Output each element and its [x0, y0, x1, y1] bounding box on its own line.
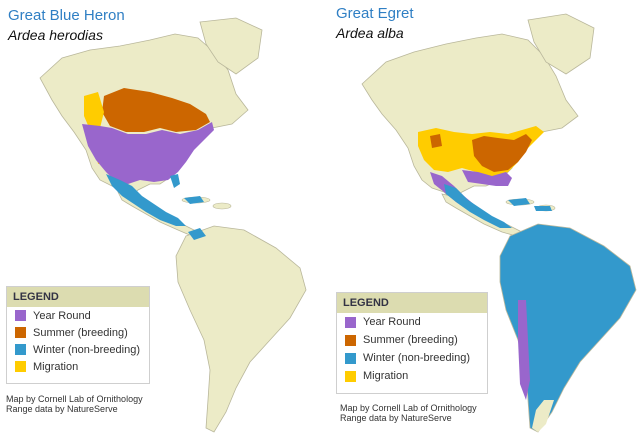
egret-common-name: Great Egret	[336, 5, 414, 22]
winter-swatch	[345, 352, 356, 364]
heron-migration-range	[84, 92, 104, 130]
legend-item-summer: Summer (breeding)	[337, 331, 487, 349]
legend-label: Year Round	[33, 309, 91, 322]
legend-item-summer: Summer (breeding)	[7, 324, 149, 341]
egret-map-credit: Map by Cornell Lab of Ornithology Range …	[340, 403, 477, 423]
legend-item-winter: Winter (non-breeding)	[337, 349, 487, 367]
legend-title: LEGEND	[337, 293, 487, 313]
greenland-land	[199, 17, 263, 75]
egret-year-round-range	[462, 170, 512, 186]
heron-legend: LEGEND Year Round Summer (breeding) Wint…	[6, 286, 150, 384]
heron-map-credit: Map by Cornell Lab of Ornithology Range …	[6, 394, 143, 414]
egret-legend: LEGEND Year Round Summer (breeding) Wint…	[336, 292, 488, 394]
summer-swatch	[345, 334, 356, 346]
heron-winter-range	[106, 174, 186, 226]
egret-species-heading: Great Egret Ardea alba	[336, 4, 414, 43]
heron-range-map-panel: Great Blue Heron Ardea herodias LEGEND Y…	[0, 0, 318, 447]
legend-label: Summer (breeding)	[33, 326, 128, 339]
legend-label: Migration	[363, 370, 409, 382]
heron-range-map	[39, 17, 307, 433]
legend-item-migration: Migration	[337, 367, 487, 385]
legend-item-migration: Migration	[7, 358, 149, 375]
credit-line: Range data by NatureServe	[340, 413, 452, 423]
winter-swatch	[15, 344, 26, 355]
egret-year-round-range	[518, 300, 530, 400]
year-round-swatch	[345, 316, 356, 328]
egret-winter-range	[444, 184, 512, 228]
heron-common-name: Great Blue Heron	[8, 7, 125, 24]
credit-line: Map by Cornell Lab of Ornithology	[6, 394, 143, 404]
migration-swatch	[15, 361, 26, 372]
heron-scientific-name: Ardea herodias	[8, 27, 103, 43]
egret-winter-range	[534, 206, 552, 211]
egret-range-map	[361, 13, 637, 433]
summer-swatch	[15, 327, 26, 338]
heron-winter-range	[188, 228, 206, 240]
heron-summer-range	[102, 88, 210, 132]
legend-label: Summer (breeding)	[363, 334, 458, 346]
legend-item-year-round: Year Round	[7, 307, 149, 324]
legend-label: Migration	[33, 360, 79, 373]
greenland-land	[527, 13, 595, 75]
egret-summer-range	[472, 134, 532, 172]
legend-label: Winter (non-breeding)	[363, 352, 470, 364]
egret-scientific-name: Ardea alba	[336, 25, 404, 41]
heron-winter-range	[184, 196, 204, 204]
year-round-swatch	[15, 310, 26, 321]
legend-item-winter: Winter (non-breeding)	[7, 341, 149, 358]
legend-label: Year Round	[363, 316, 421, 328]
egret-range-map-panel: Great Egret Ardea alba LEGEND Year Round…	[322, 0, 640, 447]
legend-item-year-round: Year Round	[337, 313, 487, 331]
migration-swatch	[345, 370, 356, 382]
heron-species-heading: Great Blue Heron Ardea herodias	[8, 6, 125, 45]
credit-line: Map by Cornell Lab of Ornithology	[340, 403, 477, 413]
heron-winter-range	[170, 174, 180, 188]
legend-label: Winter (non-breeding)	[33, 343, 140, 356]
caribbean-island	[212, 202, 232, 210]
south-america-land	[175, 225, 307, 433]
south-america-southern-tip	[532, 400, 554, 432]
legend-title: LEGEND	[7, 287, 149, 307]
south-america-land	[499, 223, 637, 433]
heron-year-round-range	[82, 122, 214, 184]
egret-summer-range	[430, 134, 442, 148]
egret-winter-range	[508, 198, 530, 206]
credit-line: Range data by NatureServe	[6, 404, 118, 414]
